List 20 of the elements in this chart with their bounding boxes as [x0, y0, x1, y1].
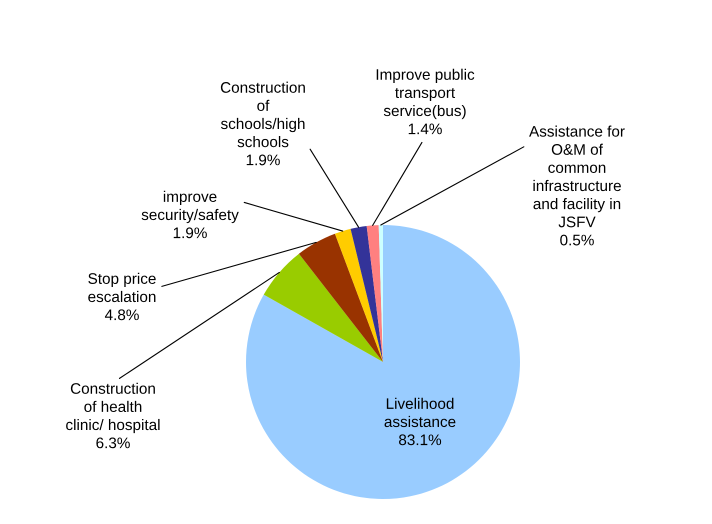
data-label: 1.9% — [246, 154, 280, 166]
data-label: 4.8% — [104, 309, 139, 320]
slice-label: Assistance for O&M of common infrastructure and facility in JSFV — [529, 126, 625, 228]
slice-label: Construction of schools/high schools — [220, 82, 305, 148]
pie-slice — [350, 226, 383, 362]
slice-label: Construction of health clinic/ hospital — [66, 382, 160, 434]
data-label: 83.1% — [399, 434, 442, 446]
pie-slice — [334, 228, 383, 362]
slice-label: Improve public transport service(bus) — [376, 68, 474, 120]
data-label: 6.3% — [96, 437, 130, 448]
data-label: 1.9% — [174, 227, 207, 238]
data-label: 0.5% — [560, 234, 594, 246]
data-label: 1.4% — [408, 124, 442, 134]
pie-slice — [246, 225, 520, 499]
pie-slice — [298, 234, 383, 362]
slice-label: Stop price escalation — [88, 272, 156, 302]
slice-label: Livelihood assistance — [384, 398, 456, 428]
slice-label: improve security/safety — [142, 190, 239, 224]
pie-slice — [264, 254, 383, 362]
pie-slice — [366, 225, 383, 362]
